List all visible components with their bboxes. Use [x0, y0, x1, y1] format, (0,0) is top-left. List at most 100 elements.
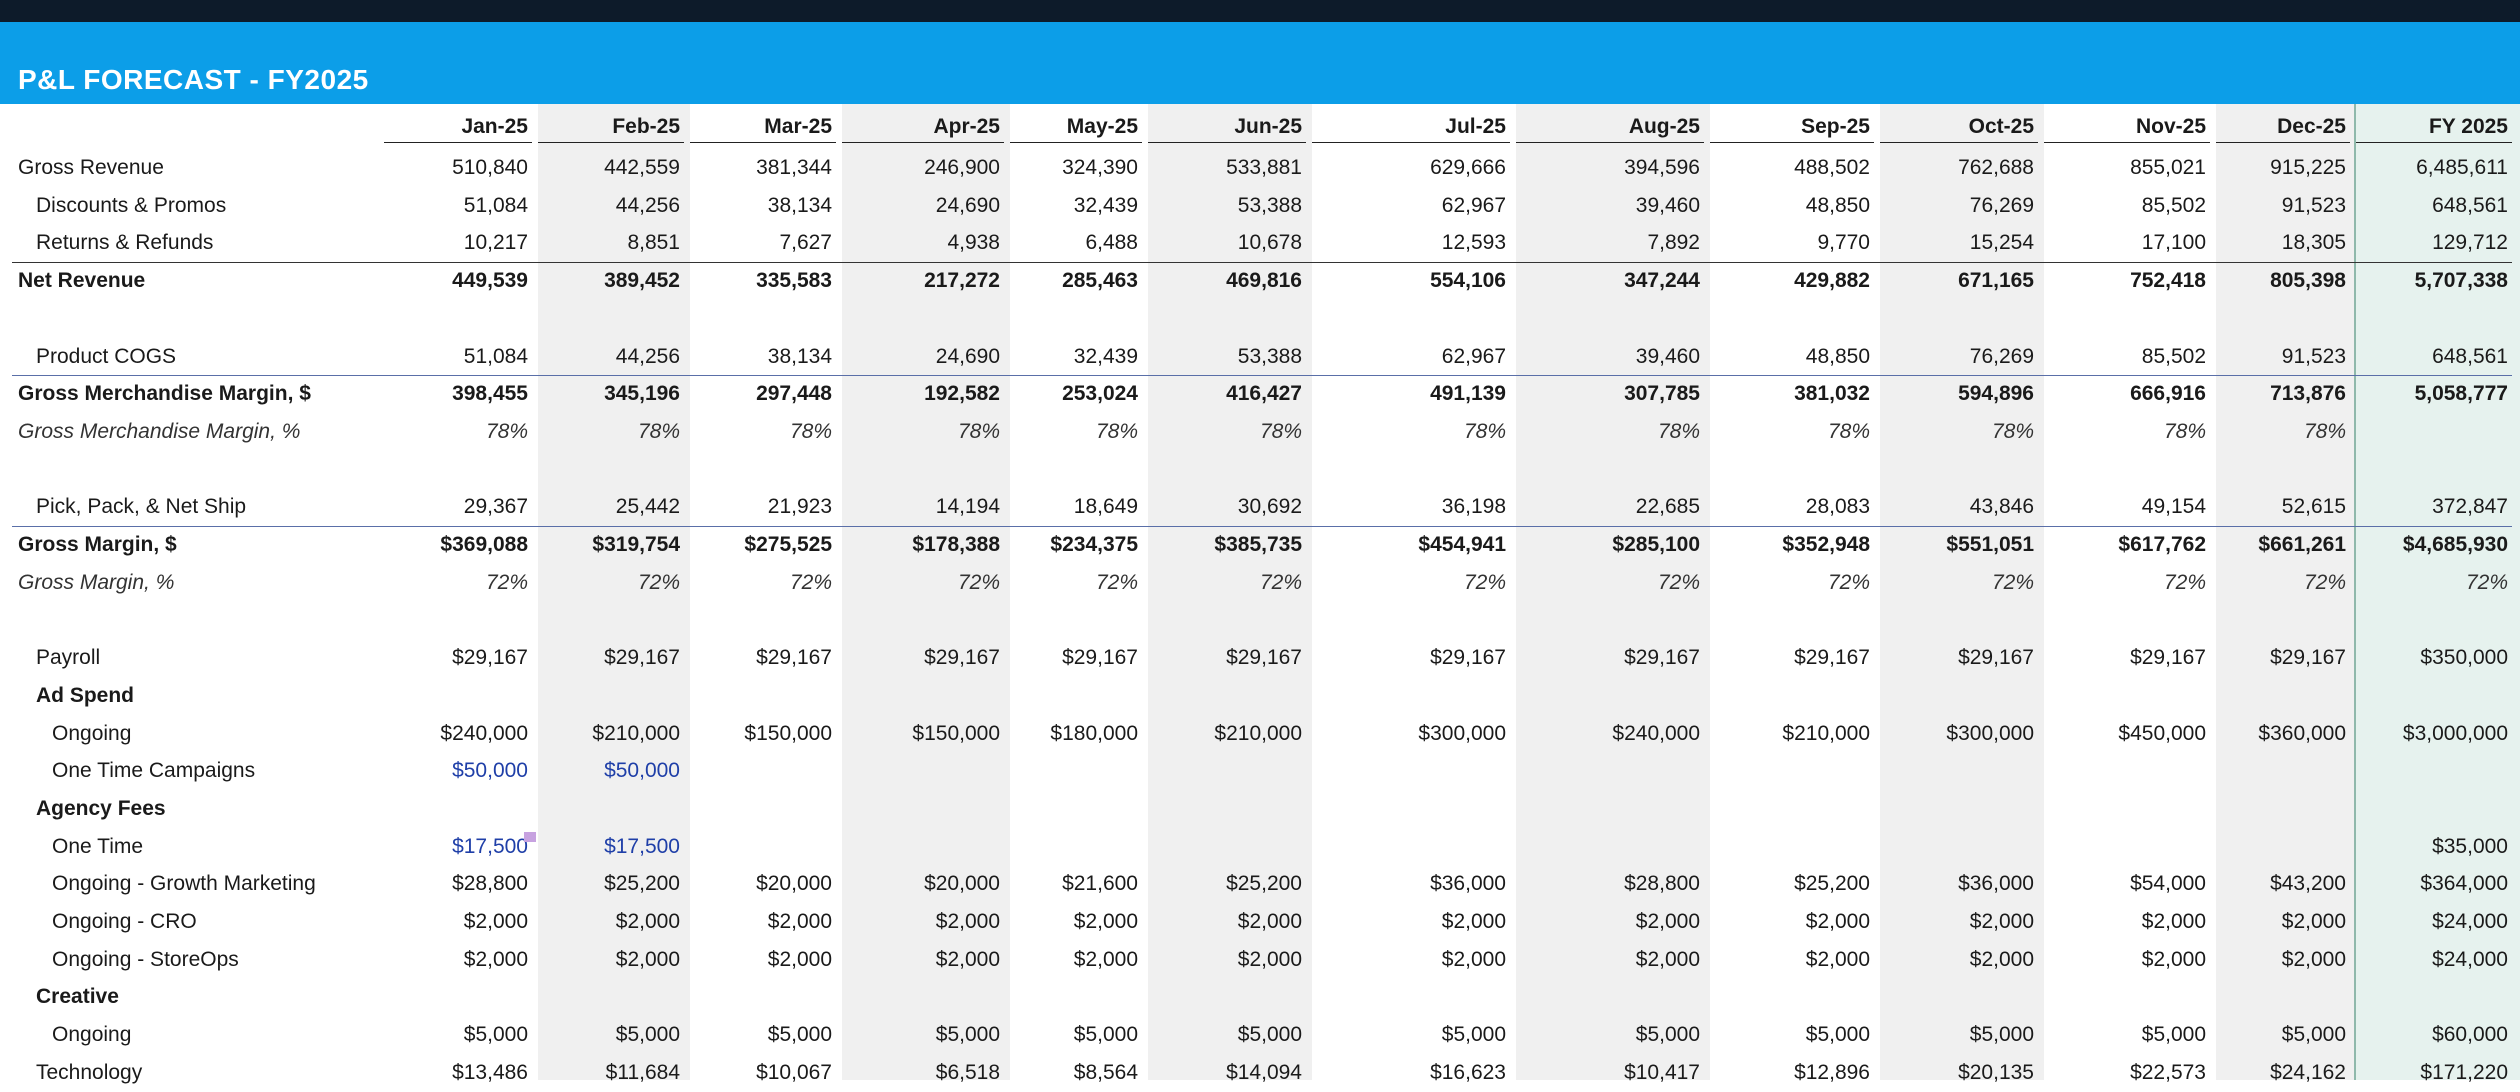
value-cell[interactable]: $2,000	[1073, 910, 1138, 933]
value-cell[interactable]: 648,561	[2432, 344, 2508, 368]
value-cell[interactable]: $36,000	[1958, 872, 2034, 896]
value-cell[interactable]: 442,559	[604, 156, 680, 179]
value-cell[interactable]: $180,000	[1050, 721, 1138, 745]
value-cell[interactable]: 85,502	[2141, 193, 2206, 217]
value-cell[interactable]: 10,678	[1237, 231, 1302, 255]
value-cell[interactable]: $2,000	[1805, 947, 1870, 971]
value-cell[interactable]: 85,502	[2141, 344, 2206, 368]
row-label[interactable]: Discounts & Promos	[36, 193, 227, 217]
row-label[interactable]: Payroll	[36, 646, 101, 670]
value-cell[interactable]: 372,847	[2432, 495, 2508, 519]
row-label[interactable]: Gross Margin, $	[18, 533, 177, 556]
value-cell[interactable]: $234,375	[1050, 533, 1138, 556]
value-cell[interactable]: 7,627	[779, 231, 832, 255]
value-cell[interactable]: 72%	[1095, 570, 1138, 594]
value-cell[interactable]: 8,851	[627, 231, 680, 255]
value-cell[interactable]: 91,523	[2281, 193, 2346, 217]
row-label[interactable]: Ongoing - StoreOps	[52, 947, 239, 971]
row-label[interactable]: Ongoing - Growth Marketing	[52, 872, 316, 896]
value-cell[interactable]: $210,000	[1214, 721, 1302, 745]
row-label[interactable]: Gross Merchandise Margin, %	[18, 419, 301, 443]
value-cell[interactable]: 629,666	[1430, 156, 1506, 179]
value-cell[interactable]: 49,154	[2141, 495, 2206, 519]
column-header[interactable]: FY 2025	[2428, 115, 2508, 138]
value-cell[interactable]: 381,032	[1794, 382, 1870, 406]
column-header[interactable]: Sep-25	[1801, 115, 1870, 138]
value-cell[interactable]: 51,084	[463, 344, 528, 368]
value-cell[interactable]: $25,200	[1794, 872, 1870, 896]
value-cell[interactable]: $551,051	[1946, 533, 2034, 556]
value-cell[interactable]: 394,596	[1624, 156, 1700, 179]
row-label[interactable]: Gross Merchandise Margin, $	[18, 382, 311, 406]
value-cell[interactable]: $5,000	[1969, 1023, 2034, 1047]
row-label[interactable]: Product COGS	[36, 344, 177, 368]
value-cell[interactable]: 6,485,611	[2416, 156, 2508, 179]
column-header[interactable]: Dec-25	[2277, 115, 2346, 138]
value-cell[interactable]: $36,000	[1430, 872, 1506, 896]
value-cell[interactable]: $5,000	[1805, 1023, 1870, 1047]
value-cell[interactable]: $2,000	[2281, 947, 2346, 971]
value-cell[interactable]: $2,000	[1073, 947, 1138, 971]
value-cell[interactable]: 78%	[957, 419, 1000, 443]
value-cell[interactable]: $24,162	[2270, 1060, 2346, 1084]
value-cell[interactable]: $2,000	[1805, 910, 1870, 933]
value-cell[interactable]: 381,344	[756, 156, 832, 179]
value-cell[interactable]: $24,000	[2432, 947, 2508, 971]
value-cell[interactable]: 48,850	[1805, 344, 1870, 368]
value-cell[interactable]: $171,220	[2420, 1060, 2508, 1084]
value-cell[interactable]: $2,000	[1635, 910, 1700, 933]
value-cell[interactable]: 21,923	[767, 495, 832, 519]
value-cell[interactable]: 38,134	[767, 344, 832, 368]
value-cell[interactable]: 533,881	[1226, 156, 1302, 179]
value-cell[interactable]: 416,427	[1226, 382, 1302, 406]
value-cell[interactable]: 53,388	[1237, 193, 1302, 217]
value-cell[interactable]: $20,000	[756, 872, 832, 896]
value-cell[interactable]: 78%	[1657, 419, 1700, 443]
value-cell[interactable]: 5,058,777	[2414, 382, 2508, 406]
value-cell[interactable]: 62,967	[1441, 193, 1506, 217]
value-cell[interactable]: 5,707,338	[2414, 269, 2508, 293]
value-cell[interactable]: 39,460	[1635, 344, 1700, 368]
value-cell[interactable]: 78%	[2163, 419, 2206, 443]
value-cell[interactable]: $29,167	[452, 646, 528, 670]
value-cell[interactable]: 72%	[637, 570, 680, 594]
value-cell[interactable]: $4,685,930	[2402, 533, 2508, 556]
value-cell[interactable]: 72%	[1827, 570, 1870, 594]
value-cell[interactable]: 72%	[789, 570, 832, 594]
value-cell[interactable]: 78%	[1827, 419, 1870, 443]
value-cell[interactable]: $2,000	[463, 947, 528, 971]
value-cell[interactable]: $29,167	[604, 646, 680, 670]
value-cell[interactable]: 15,254	[1969, 231, 2034, 255]
value-cell[interactable]: $210,000	[1782, 721, 1870, 745]
value-cell[interactable]: 554,106	[1430, 269, 1506, 293]
value-cell[interactable]: $150,000	[912, 721, 1000, 745]
value-cell[interactable]: $24,000	[2432, 910, 2508, 933]
cell-fill-handle[interactable]	[524, 831, 536, 842]
value-cell[interactable]: 44,256	[615, 193, 680, 217]
value-cell[interactable]: $29,167	[1430, 646, 1506, 670]
value-cell[interactable]: 72%	[957, 570, 1000, 594]
value-cell[interactable]: 78%	[1095, 419, 1138, 443]
row-label[interactable]: Creative	[36, 985, 119, 1009]
value-cell[interactable]: 246,900	[924, 156, 1000, 179]
value-cell[interactable]: $50,000	[604, 759, 680, 783]
value-cell[interactable]: $5,000	[1441, 1023, 1506, 1047]
value-cell[interactable]: 671,165	[1958, 269, 2034, 293]
value-cell[interactable]: $2,000	[935, 947, 1000, 971]
value-cell[interactable]: $2,000	[615, 910, 680, 933]
value-cell[interactable]: $350,000	[2420, 646, 2508, 670]
value-cell[interactable]: $240,000	[1612, 721, 1700, 745]
value-cell[interactable]: $300,000	[1418, 721, 1506, 745]
value-cell[interactable]: $29,167	[1958, 646, 2034, 670]
value-cell[interactable]: 18,305	[2281, 231, 2346, 255]
value-cell[interactable]: $8,564	[1073, 1060, 1138, 1084]
value-cell[interactable]: $661,261	[2258, 533, 2346, 556]
row-label[interactable]: One Time	[52, 834, 144, 858]
value-cell[interactable]: 429,882	[1794, 269, 1870, 293]
column-header[interactable]: Mar-25	[764, 115, 832, 138]
value-cell[interactable]: 6,488	[1085, 231, 1138, 255]
value-cell[interactable]: 78%	[1259, 419, 1302, 443]
value-cell[interactable]: 491,139	[1430, 382, 1506, 406]
value-cell[interactable]: 32,439	[1073, 193, 1138, 217]
value-cell[interactable]: 449,539	[452, 269, 528, 293]
